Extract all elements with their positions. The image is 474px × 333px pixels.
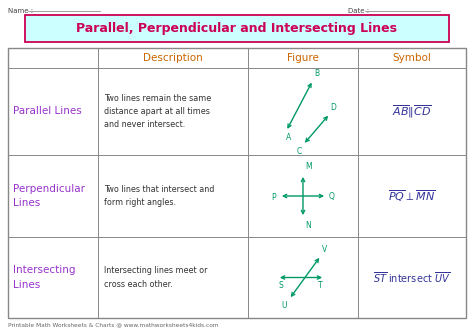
Text: Two lines remain the same
distance apart at all times
and never intersect.: Two lines remain the same distance apart… <box>104 94 211 129</box>
Text: Q: Q <box>329 192 335 201</box>
Text: Parallel, Perpendicular and Intersecting Lines: Parallel, Perpendicular and Intersecting… <box>76 22 398 35</box>
Text: Parallel Lines: Parallel Lines <box>13 107 82 117</box>
Text: P: P <box>272 192 276 201</box>
Text: Intersecting lines meet or
cross each other.: Intersecting lines meet or cross each ot… <box>104 266 208 289</box>
Text: B: B <box>314 69 319 78</box>
Text: Printable Math Worksheets & Charts @ www.mathworksheets4kids.com: Printable Math Worksheets & Charts @ www… <box>8 322 219 327</box>
Text: Intersecting
Lines: Intersecting Lines <box>13 265 75 290</box>
Text: Perpendicular
Lines: Perpendicular Lines <box>13 183 85 208</box>
Text: M: M <box>305 162 311 171</box>
Text: D: D <box>330 103 336 112</box>
Text: Two lines that intersect and
form right angles.: Two lines that intersect and form right … <box>104 185 214 207</box>
Text: $\overline{AB} \| \overline{CD}$: $\overline{AB} \| \overline{CD}$ <box>392 103 432 120</box>
Text: C: C <box>297 147 302 156</box>
Text: $\overline{ST}$ intersect $\overline{UV}$: $\overline{ST}$ intersect $\overline{UV}… <box>373 270 451 285</box>
Text: Name :: Name : <box>8 8 33 14</box>
Text: A: A <box>286 134 291 143</box>
FancyBboxPatch shape <box>25 15 449 42</box>
Bar <box>8 48 466 318</box>
Text: V: V <box>322 245 327 254</box>
Text: U: U <box>282 300 287 309</box>
Text: Description: Description <box>143 53 203 63</box>
Text: S: S <box>279 280 284 289</box>
Text: Figure: Figure <box>287 53 319 63</box>
Text: $\overline{PQ} \perp \overline{MN}$: $\overline{PQ} \perp \overline{MN}$ <box>388 188 436 204</box>
Text: Date :: Date : <box>348 8 369 14</box>
Text: Symbol: Symbol <box>392 53 431 63</box>
Text: T: T <box>319 280 323 289</box>
Text: N: N <box>305 221 311 230</box>
